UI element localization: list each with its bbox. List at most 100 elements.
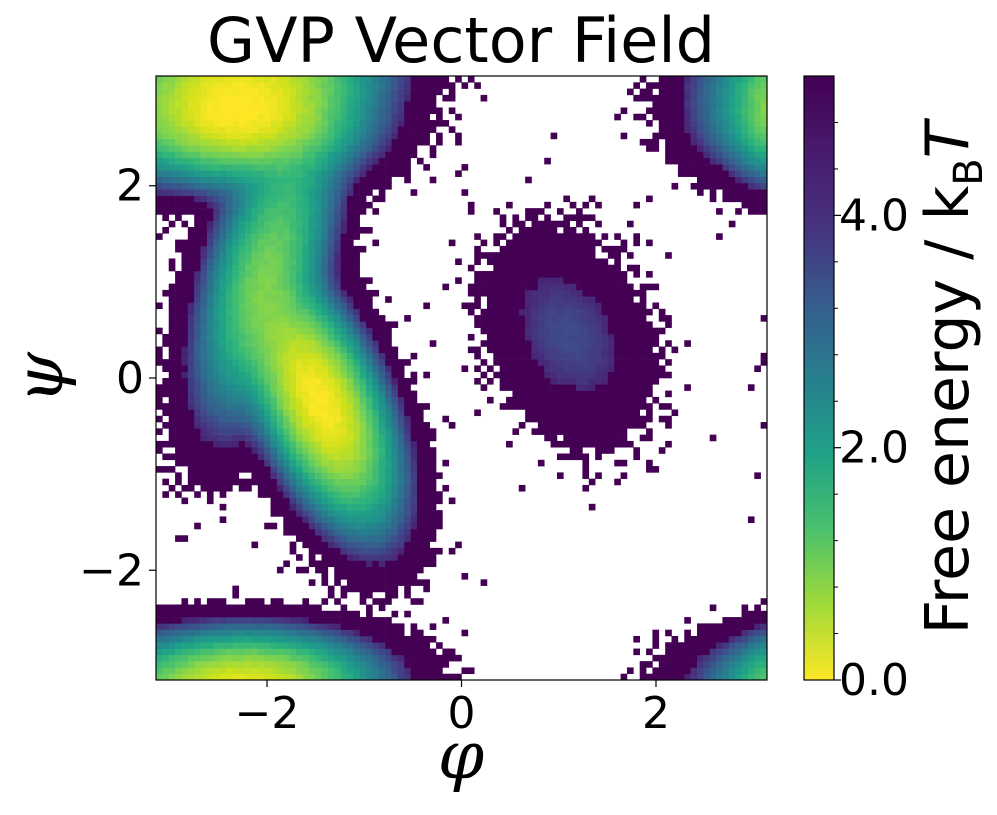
heatmap-cell: [200, 277, 208, 284]
heatmap-cell: [232, 264, 240, 272]
heatmap-cell: [238, 661, 246, 668]
heatmap-cell: [213, 132, 220, 140]
heatmap-cell: [722, 673, 730, 680]
heatmap-cell: [703, 76, 711, 83]
heatmap-cell: [327, 201, 335, 209]
heatmap-cell: [257, 371, 265, 379]
heatmap-cell: [671, 138, 679, 146]
heatmap-cell: [518, 245, 526, 253]
heatmap-cell: [321, 333, 329, 341]
heatmap-cell: [639, 371, 647, 379]
heatmap-cell: [493, 258, 500, 266]
heatmap-cell: [372, 673, 380, 680]
heatmap-cell: [257, 396, 265, 404]
heatmap-cell: [607, 415, 615, 423]
heatmap-cell: [569, 447, 577, 454]
heatmap-cell: [410, 82, 418, 89]
heatmap-cell: [595, 346, 602, 354]
heatmap-cell: [404, 88, 411, 96]
heatmap-cell: [321, 428, 329, 435]
heatmap-cell: [289, 315, 297, 322]
heatmap-cell: [703, 101, 711, 108]
heatmap-cell: [525, 403, 532, 410]
heatmap-cell: [518, 333, 526, 341]
heatmap-cell: [480, 327, 488, 335]
heatmap-cell: [677, 151, 685, 159]
heatmap-cell: [359, 396, 367, 404]
heatmap-cell: [550, 220, 558, 228]
heatmap-cell: [194, 214, 201, 222]
heatmap-cell: [315, 176, 322, 184]
heatmap-cell: [665, 422, 672, 429]
heatmap-cell: [327, 195, 335, 203]
heatmap-cell: [156, 138, 163, 146]
heatmap-cell: [219, 107, 227, 115]
heatmap-cell: [327, 327, 335, 335]
heatmap-cell: [308, 371, 316, 379]
heatmap-cell: [677, 642, 685, 649]
heatmap-cell: [626, 403, 634, 410]
heatmap-cell: [181, 289, 189, 297]
heatmap-cell: [226, 623, 233, 630]
heatmap-cell: [506, 252, 513, 259]
heatmap-cell: [366, 440, 373, 448]
heatmap-cell: [646, 321, 653, 328]
heatmap-cell: [327, 170, 335, 177]
heatmap-cell: [531, 302, 539, 310]
heatmap-cell: [181, 371, 189, 379]
heatmap-cell: [506, 384, 513, 391]
heatmap-cell: [264, 76, 271, 83]
heatmap-cell: [747, 195, 755, 203]
heatmap-cell: [175, 245, 182, 253]
heatmap-cell: [296, 472, 303, 479]
heatmap-cell: [283, 352, 290, 360]
heatmap-cell: [747, 617, 755, 624]
heatmap-cell: [302, 76, 310, 83]
heatmap-cell: [232, 403, 240, 410]
heatmap-cell: [219, 654, 227, 662]
heatmap-cell: [754, 82, 761, 89]
heatmap-cell: [346, 195, 354, 203]
heatmap-cell: [391, 120, 399, 127]
heatmap-cell: [359, 384, 367, 391]
heatmap-cell: [289, 308, 297, 316]
heatmap-cell: [302, 617, 310, 624]
heatmap-cell: [537, 403, 545, 410]
heatmap-cell: [346, 516, 354, 524]
heatmap-cell: [607, 271, 615, 278]
heatmap-cell: [200, 308, 208, 316]
heatmap-cell: [334, 321, 341, 328]
heatmap-cell: [359, 510, 367, 517]
heatmap-cell: [334, 579, 341, 586]
heatmap-cell: [283, 340, 290, 347]
heatmap-cell: [346, 547, 354, 555]
heatmap-cell: [391, 145, 399, 152]
heatmap-cell: [416, 107, 424, 115]
heatmap-cell: [264, 315, 271, 322]
heatmap-cell: [321, 447, 329, 454]
heatmap-cell: [257, 258, 265, 266]
heatmap-cell: [308, 277, 316, 284]
heatmap-cell: [264, 289, 271, 297]
heatmap-cell: [315, 629, 322, 637]
heatmap-cell: [709, 604, 717, 612]
heatmap-cell: [283, 610, 290, 618]
heatmap-cell: [703, 642, 711, 649]
heatmap-cell: [270, 629, 278, 637]
heatmap-cell: [652, 352, 660, 360]
heatmap-cell: [321, 579, 329, 586]
heatmap-cell: [334, 378, 341, 385]
heatmap-cell: [556, 371, 564, 379]
heatmap-cell: [340, 447, 348, 454]
heatmap-cell: [569, 378, 577, 385]
heatmap-cell: [251, 227, 259, 234]
heatmap-cell: [238, 176, 246, 184]
heatmap-cell: [162, 384, 170, 391]
heatmap-cell: [213, 403, 220, 410]
heatmap-cell: [353, 271, 360, 278]
heatmap-cell: [245, 126, 252, 133]
heatmap-cell: [340, 182, 348, 190]
heatmap-cell: [404, 434, 411, 442]
heatmap-cell: [429, 478, 437, 486]
heatmap-cell: [213, 164, 220, 171]
